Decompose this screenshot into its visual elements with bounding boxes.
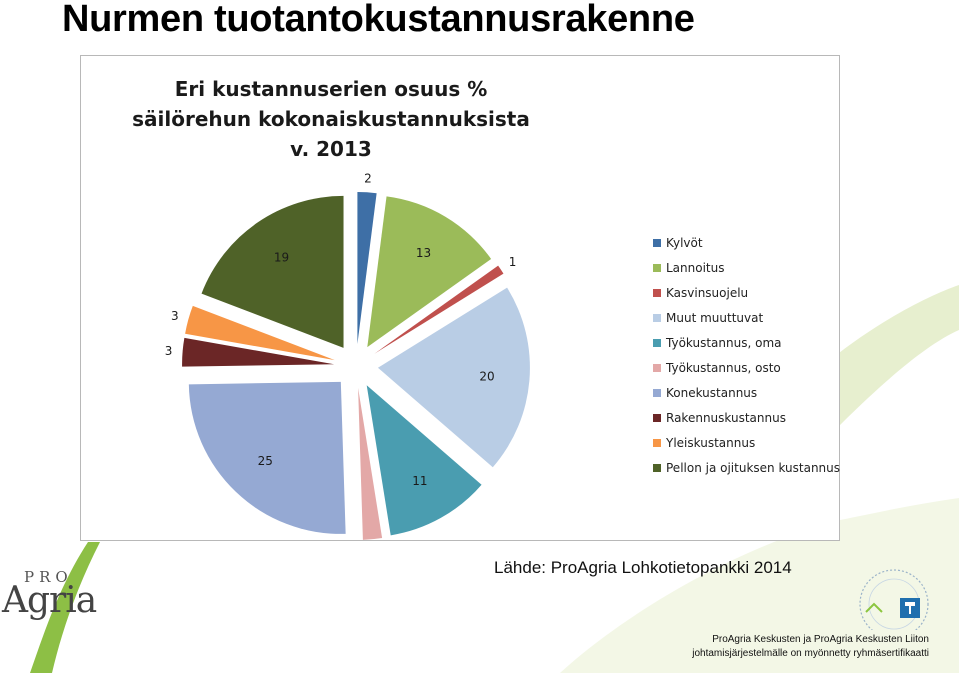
chart-title-line-3: v. 2013 xyxy=(290,137,372,161)
legend-swatch xyxy=(653,288,661,297)
footer-line-2: johtamisjärjestelmälle on myönnetty ryhm… xyxy=(692,648,929,659)
logo-pro-text: PRO xyxy=(24,568,73,586)
chart-title-line-1: Eri kustannuserien osuus % xyxy=(174,77,488,101)
legend-item-9: Yleiskustannus xyxy=(653,430,840,455)
slice-label-8: 3 xyxy=(165,344,173,358)
pie-slice-6 xyxy=(358,387,383,540)
slice-label-4: 20 xyxy=(479,369,494,383)
legend-swatch xyxy=(653,463,661,472)
slice-label-1: 2 xyxy=(364,171,372,185)
pie-slice-10 xyxy=(201,195,344,348)
slice-label-2: 13 xyxy=(416,246,431,260)
legend-swatch xyxy=(653,313,661,322)
pie-slice-8 xyxy=(182,337,335,367)
pie-slice-4 xyxy=(377,287,530,468)
pie-slice-1 xyxy=(357,192,377,345)
slice-label-7: 25 xyxy=(258,454,273,468)
logo-agria-text: Agria xyxy=(2,580,97,621)
legend-item-2: Lannoitus xyxy=(653,255,840,280)
pie-slice-2 xyxy=(367,196,492,348)
legend-swatch xyxy=(653,238,661,247)
legend-swatch xyxy=(653,338,661,347)
pie-slice-9 xyxy=(185,305,335,361)
slice-label-9: 3 xyxy=(171,309,179,323)
proagria-logo: PRO Agria xyxy=(0,560,110,660)
chart-frame: Eri kustannuserien osuus % säilörehun ko… xyxy=(80,55,840,541)
legend-item-8: Rakennuskustannus xyxy=(653,405,840,430)
legend-item-7: Konekustannus xyxy=(653,380,840,405)
slide-title: Nurmen tuotantokustannusrakenne xyxy=(62,0,695,40)
slice-label-3: 1 xyxy=(509,255,517,269)
legend-label: Kasvinsuojelu xyxy=(666,285,749,300)
pie-slice-7 xyxy=(188,381,346,534)
pie-chart: 213120112253319 xyxy=(165,171,530,540)
pie-slice-3 xyxy=(374,265,504,354)
legend-label: Työkustannus, osto xyxy=(666,360,781,375)
legend-item-5: Työkustannus, oma xyxy=(653,330,840,355)
legend-label: Lannoitus xyxy=(666,260,725,275)
legend-item-1: Kylvöt xyxy=(653,230,840,255)
slice-label-5: 11 xyxy=(412,474,427,488)
legend-label: Työkustannus, oma xyxy=(666,335,782,350)
legend-label: Konekustannus xyxy=(666,385,758,400)
legend-label: Yleiskustannus xyxy=(666,435,756,450)
legend-label: Muut muuttuvat xyxy=(666,310,764,325)
legend-label: Pellon ja ojituksen kustannus xyxy=(666,460,841,475)
legend-label: Rakennuskustannus xyxy=(666,410,786,425)
chart-title: Eri kustannuserien osuus % säilörehun ko… xyxy=(81,74,581,164)
chart-title-line-2: säilörehun kokonaiskustannuksista xyxy=(132,107,530,131)
legend-swatch xyxy=(653,363,661,372)
source-note: Lähde: ProAgria Lohkotietopankki 2014 xyxy=(494,558,792,577)
legend-item-6: Työkustannus, osto xyxy=(653,355,840,380)
legend-swatch xyxy=(653,438,661,447)
certification-seal-icon xyxy=(859,569,929,630)
legend-item-3: Kasvinsuojelu xyxy=(653,280,840,305)
slice-label-10: 19 xyxy=(274,251,289,265)
legend-label: Kylvöt xyxy=(666,235,703,250)
legend-swatch xyxy=(653,413,661,422)
chart-legend: Kylvöt Lannoitus Kasvinsuojelu Muut muuttuv… xyxy=(653,230,840,480)
pie-slice-5 xyxy=(366,385,482,536)
legend-swatch xyxy=(653,388,661,397)
legend-item-10: Pellon ja ojituksen kustannus xyxy=(653,455,840,480)
footer-line-1: ProAgria Keskusten ja ProAgria Keskusten… xyxy=(712,634,929,645)
legend-swatch xyxy=(653,263,661,272)
legend-item-4: Muut muuttuvat xyxy=(653,305,840,330)
footer-note: ProAgria Keskusten ja ProAgria Keskusten… xyxy=(692,633,929,661)
